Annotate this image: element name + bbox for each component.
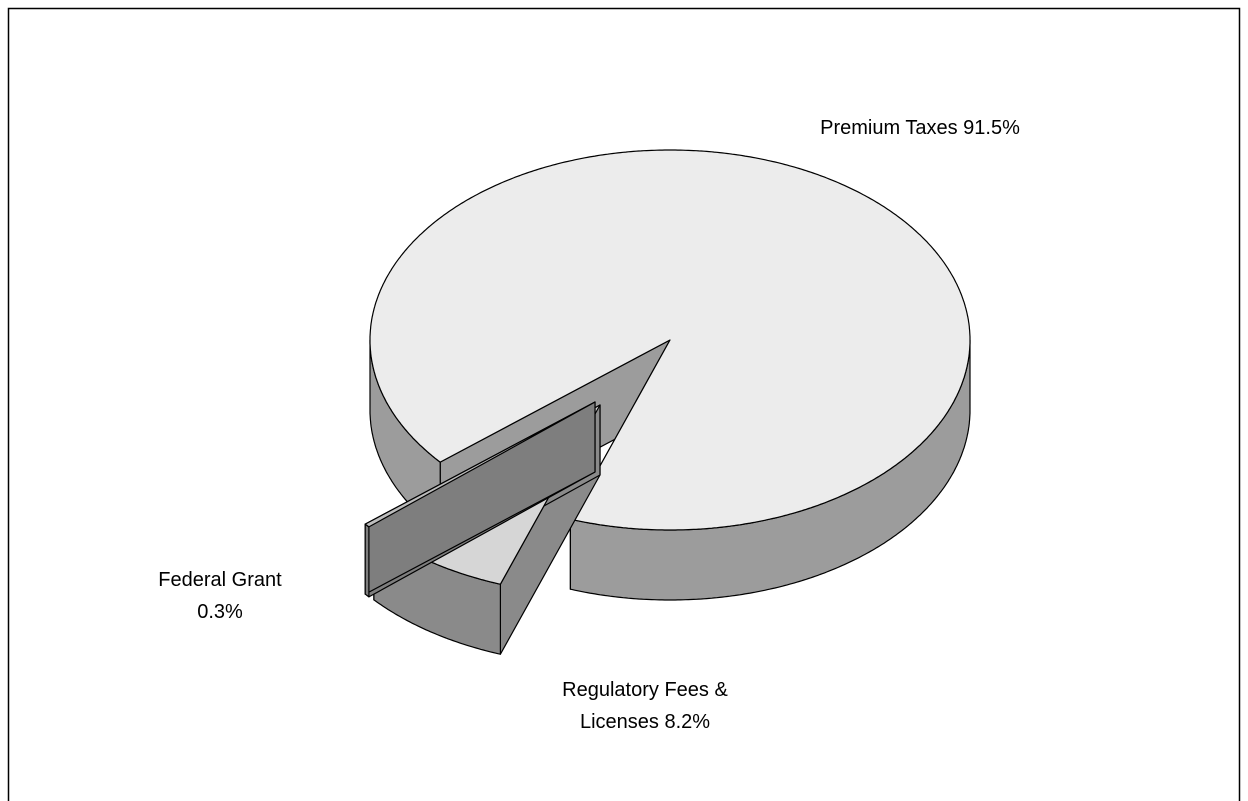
frame (7, 7, 1241, 801)
label-name: Premium Taxes (820, 117, 958, 139)
slice-top (369, 149, 971, 531)
slice-wall (364, 523, 370, 598)
label-value: 0.3% (197, 601, 243, 623)
label-value: 91.5% (963, 117, 1020, 139)
slice-label: Premium Taxes 91.5% (770, 112, 1070, 144)
slice-label: Regulatory Fees & Licenses 8.2% (535, 674, 755, 738)
label-name: Regulatory Fees & Licenses (562, 679, 728, 733)
label-value: 8.2% (664, 711, 711, 733)
slice-top (364, 401, 596, 528)
slice-label: Federal Grant 0.3% (150, 564, 290, 628)
label-name: Federal Grant (158, 569, 282, 591)
